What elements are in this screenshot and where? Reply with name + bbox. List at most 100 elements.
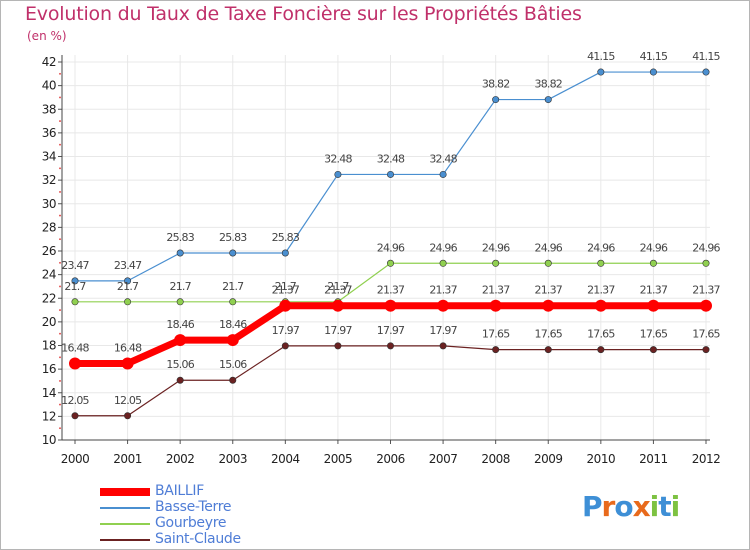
data-point [386,170,394,178]
data-label: 24.96 [640,241,668,254]
y-minor-dot [59,191,61,193]
data-point [176,298,184,306]
data-label: 12.05 [61,394,89,407]
data-label: 24.96 [692,241,720,254]
x-tick-label: 2009 [534,452,563,466]
data-label: 32.48 [324,152,352,165]
x-tick-label: 2000 [61,452,90,466]
y-tick-label: 20 [42,315,56,329]
data-label: 17.97 [324,324,352,337]
y-minor-dot [59,261,61,264]
data-point [597,346,605,354]
y-tick-label: 32 [42,173,56,187]
data-label: 15.06 [166,358,194,371]
legend-swatch [100,523,150,525]
data-point [702,346,710,354]
y-tick-label: 10 [42,433,56,447]
data-label: 25.83 [219,231,247,244]
data-label: 21.37 [640,284,668,297]
data-point [594,299,607,312]
y-tick-label: 22 [42,291,56,305]
logo-letter: t [658,490,671,523]
y-tick-label: 24 [42,268,56,282]
x-tick-label: 2008 [481,452,510,466]
data-point [384,299,397,312]
data-label: 24.96 [482,241,510,254]
data-point [439,342,447,350]
y-tick-label: 18 [42,339,56,353]
y-minor-dot [59,309,61,311]
data-point [331,299,344,312]
data-label: 21.7 [327,280,349,293]
logo-letter: i [649,490,660,523]
data-point [439,170,447,178]
data-label: 17.65 [640,328,668,341]
data-point [492,259,500,267]
data-label: 17.65 [535,328,563,341]
x-tick-label: 2011 [639,452,668,466]
y-minor-dot [59,427,61,430]
data-point [71,277,79,285]
logo-letter: o [614,490,633,523]
y-tick-label: 38 [42,102,56,116]
x-tick-label: 2001 [113,452,142,466]
data-point [386,259,394,267]
proxiti-logo: Proxiti [582,490,681,523]
legend-swatch [100,507,150,509]
data-point [702,259,710,267]
data-point [649,68,657,76]
y-tick-label: 16 [42,362,56,376]
legend-label: Gourbeyre [155,515,227,531]
y-tick-label: 12 [42,409,56,423]
data-label: 18.46 [219,318,247,331]
y-minor-dot [59,120,61,122]
y-tick-label: 28 [42,220,56,234]
data-label: 21.7 [64,280,86,293]
y-tick-label: 14 [42,386,56,400]
legend-label: Basse-Terre [155,499,232,515]
y-minor-dot [59,72,61,75]
data-label: 21.7 [222,280,244,293]
data-point [649,346,657,354]
data-label: 21.7 [170,280,192,293]
logo-letter: x [632,490,651,523]
data-label: 21.37 [482,284,510,297]
data-label: 24.96 [377,241,405,254]
data-label: 17.97 [429,324,457,337]
data-point [279,299,292,312]
data-label: 21.7 [117,280,139,293]
x-tick-label: 2002 [166,452,195,466]
x-tick-label: 2005 [324,452,353,466]
data-point [124,277,132,285]
data-label: 41.15 [587,50,615,63]
y-minor-dot [59,96,61,99]
data-label: 17.97 [272,324,300,337]
y-minor-dot [59,403,61,406]
data-point [647,299,660,312]
data-point [229,376,237,384]
y-minor-dot [59,167,61,170]
data-label: 17.65 [587,328,615,341]
x-tick-label: 2010 [587,452,616,466]
legend-label: Saint-Claude [155,531,241,547]
data-label: 38.82 [482,78,510,91]
data-label: 21.37 [272,284,300,297]
y-minor-dot [59,214,61,217]
data-point [124,412,132,420]
data-point [649,259,657,267]
logo-letter: i [670,490,681,523]
y-tick-label: 34 [42,150,56,164]
data-label: 21.37 [429,284,457,297]
data-point [544,96,552,104]
data-point [176,249,184,257]
unit-label: (en %) [27,29,67,43]
data-label: 25.83 [166,231,194,244]
data-point [226,334,239,347]
data-label: 41.15 [692,50,720,63]
chart-title: Evolution du Taux de Taxe Foncière sur l… [25,3,582,25]
data-label: 21.37 [377,284,405,297]
data-label: 17.65 [482,328,510,341]
data-label: 25.83 [272,231,300,244]
y-minor-dot [59,143,61,146]
